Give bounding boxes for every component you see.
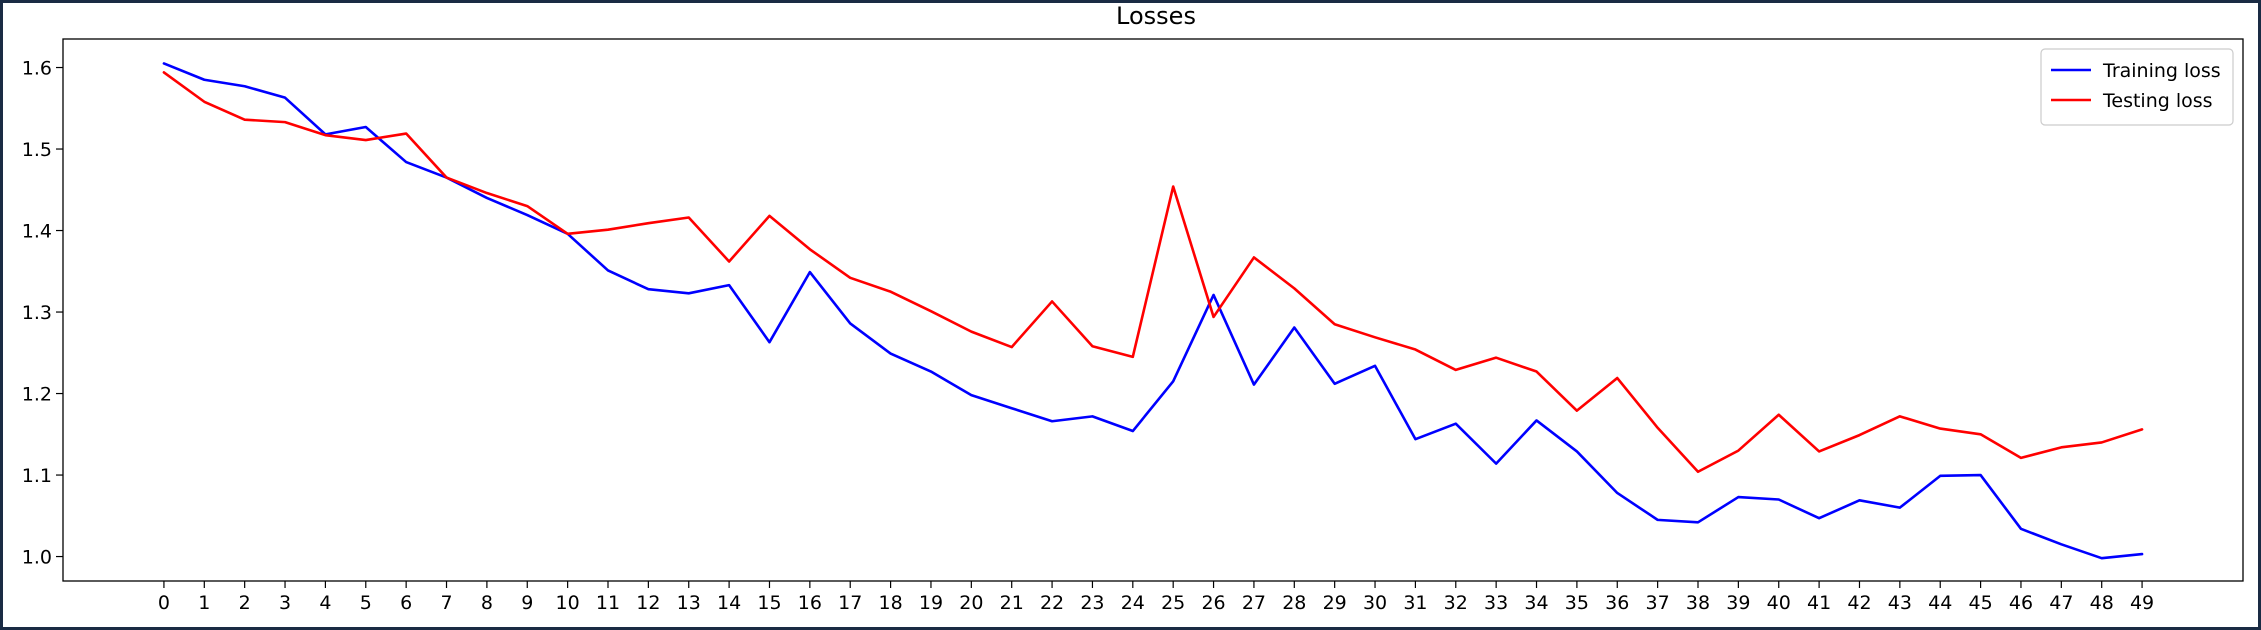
legend-label: Testing loss xyxy=(2102,90,2213,112)
y-axis: 1.0 1.1 1.2 1.3 1.4 1.5 1.6 xyxy=(22,58,63,569)
x-tick-label: 4 xyxy=(319,592,331,614)
y-tick-label: 1.4 xyxy=(22,221,52,243)
x-tick-label: 47 xyxy=(2049,592,2073,614)
x-tick-label: 22 xyxy=(1040,592,1064,614)
x-tick-label: 28 xyxy=(1282,592,1306,614)
x-tick-label: 8 xyxy=(481,592,493,614)
x-tick-label: 11 xyxy=(596,592,620,614)
x-tick-label: 23 xyxy=(1080,592,1104,614)
x-tick-label: 15 xyxy=(757,592,781,614)
x-tick-label: 3 xyxy=(279,592,291,614)
x-tick-label: 26 xyxy=(1201,592,1225,614)
x-tick-label: 18 xyxy=(878,592,902,614)
y-tick-label: 1.0 xyxy=(22,547,52,569)
x-tick-label: 37 xyxy=(1646,592,1670,614)
x-tick-label: 10 xyxy=(556,592,580,614)
x-tick-label: 33 xyxy=(1484,592,1508,614)
x-tick-label: 42 xyxy=(1847,592,1871,614)
y-tick-label: 1.1 xyxy=(22,465,52,487)
x-tick-label: 36 xyxy=(1605,592,1629,614)
legend: Training loss Testing loss xyxy=(2040,48,2234,126)
x-tick-label: 7 xyxy=(440,592,452,614)
plot-area xyxy=(62,38,2244,582)
x-tick-label: 0 xyxy=(158,592,170,614)
x-tick-label: 29 xyxy=(1323,592,1347,614)
x-tick-label: 20 xyxy=(959,592,983,614)
x-tick-label: 45 xyxy=(1968,592,1992,614)
x-axis: 0 1 2 3 4 5 6 7 8 9 10 11 12 13 14 15 16 17 18 19 20 21 22 23 24… xyxy=(158,581,2154,614)
x-tick-label: 16 xyxy=(798,592,822,614)
series-line-training-loss xyxy=(162,62,2144,560)
x-tick-label: 21 xyxy=(1000,592,1024,614)
x-tick-label: 6 xyxy=(400,592,412,614)
x-tick-label: 2 xyxy=(239,592,251,614)
chart-title: Losses xyxy=(1116,3,1196,30)
y-tick-label: 1.6 xyxy=(22,58,52,80)
x-tick-label: 5 xyxy=(360,592,372,614)
series-layer xyxy=(162,62,2144,560)
x-tick-label: 9 xyxy=(521,592,533,614)
x-tick-label: 24 xyxy=(1121,592,1145,614)
series-line-testing-loss xyxy=(162,71,2144,474)
x-tick-label: 38 xyxy=(1686,592,1710,614)
x-tick-label: 31 xyxy=(1403,592,1427,614)
x-tick-label: 17 xyxy=(838,592,862,614)
figure: Losses 0 1 2 3 4 5 6 7 8 9 10 11 12 13 14 15 16 17 18 19 20 2… xyxy=(3,3,2258,627)
plot-frame xyxy=(62,38,2244,582)
x-tick-label: 25 xyxy=(1161,592,1185,614)
x-tick-label: 1 xyxy=(198,592,210,614)
x-tick-label: 19 xyxy=(919,592,943,614)
x-tick-label: 46 xyxy=(2009,592,2033,614)
x-tick-label: 27 xyxy=(1242,592,1266,614)
x-tick-label: 40 xyxy=(1767,592,1791,614)
x-tick-label: 48 xyxy=(2090,592,2114,614)
legend-box xyxy=(2040,48,2234,126)
y-tick-label: 1.5 xyxy=(22,139,52,161)
x-tick-label: 34 xyxy=(1524,592,1548,614)
x-tick-label: 12 xyxy=(636,592,660,614)
x-tick-label: 49 xyxy=(2130,592,2154,614)
x-tick-label: 43 xyxy=(1888,592,1912,614)
x-tick-label: 41 xyxy=(1807,592,1831,614)
y-tick-label: 1.2 xyxy=(22,384,52,406)
x-tick-label: 30 xyxy=(1363,592,1387,614)
x-tick-label: 44 xyxy=(1928,592,1952,614)
x-tick-label: 32 xyxy=(1444,592,1468,614)
x-tick-label: 13 xyxy=(677,592,701,614)
losses-line-chart: Losses 0 1 2 3 4 5 6 7 8 9 10 11 12 13 14 15 16 17 18 19 20 2… xyxy=(22,3,2244,614)
x-tick-label: 35 xyxy=(1565,592,1589,614)
x-tick-label: 14 xyxy=(717,592,741,614)
legend-label: Training loss xyxy=(2102,60,2221,82)
y-tick-label: 1.3 xyxy=(22,302,52,324)
x-tick-label: 39 xyxy=(1726,592,1750,614)
